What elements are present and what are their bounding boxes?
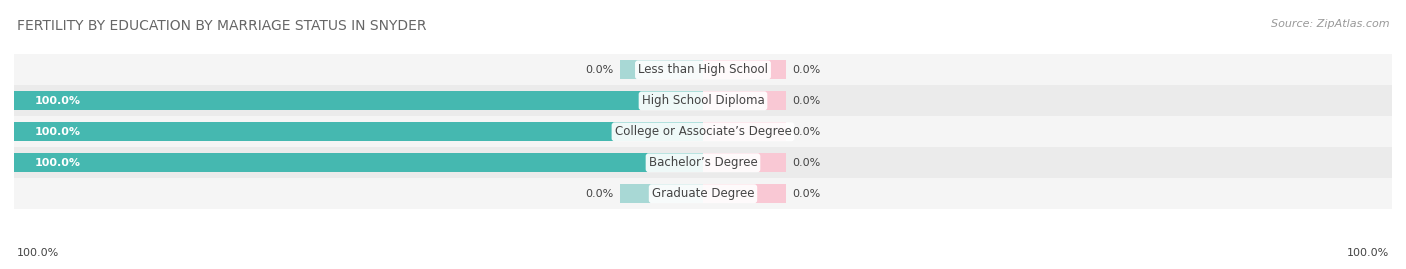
Text: 0.0%: 0.0% [793,189,821,199]
Text: 100.0%: 100.0% [17,248,59,258]
Text: High School Diploma: High School Diploma [641,94,765,107]
Text: 0.0%: 0.0% [585,189,613,199]
Text: 100.0%: 100.0% [35,158,80,168]
Text: 100.0%: 100.0% [1347,248,1389,258]
Text: College or Associate’s Degree: College or Associate’s Degree [614,125,792,138]
Text: 100.0%: 100.0% [35,127,80,137]
Text: Less than High School: Less than High School [638,63,768,76]
Bar [14,153,703,172]
Bar [620,60,703,80]
Bar [14,122,703,141]
Text: 0.0%: 0.0% [585,65,613,75]
Bar [620,184,703,203]
Text: 0.0%: 0.0% [793,127,821,137]
Bar [14,178,1392,209]
Bar [14,116,1392,147]
Text: Graduate Degree: Graduate Degree [652,187,754,200]
Bar [14,147,1392,178]
Text: Bachelor’s Degree: Bachelor’s Degree [648,156,758,169]
Legend: Married, Unmarried: Married, Unmarried [620,267,786,269]
Bar [703,122,786,141]
Bar [14,54,1392,85]
Bar [703,184,786,203]
Bar [703,60,786,80]
Text: Source: ZipAtlas.com: Source: ZipAtlas.com [1271,19,1389,29]
Text: 0.0%: 0.0% [793,65,821,75]
Bar [14,85,1392,116]
Text: 100.0%: 100.0% [35,96,80,106]
Bar [14,91,703,111]
Bar [703,91,786,111]
Bar [703,153,786,172]
Text: FERTILITY BY EDUCATION BY MARRIAGE STATUS IN SNYDER: FERTILITY BY EDUCATION BY MARRIAGE STATU… [17,19,426,33]
Text: 0.0%: 0.0% [793,96,821,106]
Text: 0.0%: 0.0% [793,158,821,168]
